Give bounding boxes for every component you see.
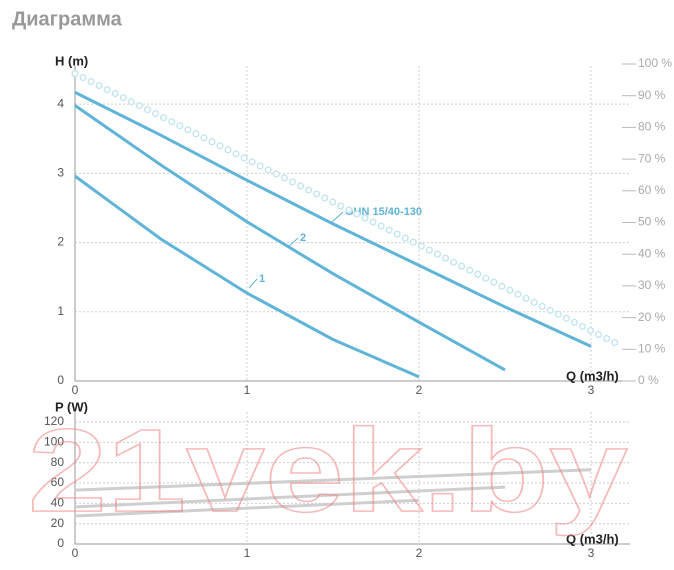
y-tick-label: 100 bbox=[44, 435, 64, 449]
y2-tick-label: 30 % bbox=[638, 278, 666, 292]
x-tick-label: 0 bbox=[72, 546, 79, 560]
curve bbox=[74, 498, 420, 518]
y-tick-label: 0 bbox=[57, 373, 64, 387]
y-tick-label: 4 bbox=[57, 96, 64, 110]
x-tick-label: 0 bbox=[72, 383, 79, 397]
y-tick-label: 1 bbox=[57, 304, 64, 318]
y-tick-label: 40 bbox=[51, 496, 65, 510]
curve-label: 2 bbox=[300, 232, 306, 244]
y-tick-label: 2 bbox=[57, 235, 64, 249]
y-axis-label: H (m) bbox=[55, 53, 88, 68]
curve bbox=[74, 174, 420, 379]
x-tick-label: 1 bbox=[244, 383, 251, 397]
y2-tick-label: 40 % bbox=[638, 246, 666, 260]
y2-tick-label: 50 % bbox=[638, 215, 666, 229]
x-tick-label: 2 bbox=[416, 383, 423, 397]
leader bbox=[287, 237, 299, 248]
page-title: Диаграмма bbox=[12, 8, 123, 30]
y2-tick-label: 80 % bbox=[638, 120, 666, 134]
curve bbox=[74, 91, 592, 348]
y-tick-label: 120 bbox=[44, 414, 64, 428]
y2-tick-label: 60 % bbox=[638, 183, 666, 197]
y2-tick-label: 20 % bbox=[638, 310, 666, 324]
y2-tick-label: 70 % bbox=[638, 151, 666, 165]
y2-tick-label: 90 % bbox=[638, 88, 666, 102]
curve-label: 1 bbox=[259, 273, 265, 285]
y2-tick-label: 10 % bbox=[638, 341, 666, 355]
curve bbox=[74, 485, 506, 509]
leader bbox=[331, 211, 344, 223]
y-tick-label: 80 bbox=[51, 455, 65, 469]
watermark: 21vek.by bbox=[28, 405, 628, 537]
x-axis-label: Q (m3/h) bbox=[566, 531, 619, 546]
y2-tick-label: 100 % bbox=[638, 56, 672, 70]
x-tick-label: 1 bbox=[244, 546, 251, 560]
x-axis-label: Q (m3/h) bbox=[566, 368, 619, 383]
x-tick-label: 3 bbox=[588, 546, 595, 560]
y-axis-label: P (W) bbox=[55, 399, 88, 414]
y-tick-label: 3 bbox=[57, 166, 64, 180]
y2-tick-label: 0 % bbox=[638, 373, 659, 387]
y-tick-label: 60 bbox=[51, 475, 65, 489]
leader bbox=[248, 278, 258, 289]
x-tick-label: 2 bbox=[416, 546, 423, 560]
curve bbox=[74, 468, 592, 492]
curve bbox=[74, 104, 506, 372]
y-tick-label: 0 bbox=[57, 536, 64, 550]
y-tick-label: 20 bbox=[51, 516, 65, 530]
efficiency-line-inner bbox=[72, 71, 625, 349]
x-tick-label: 3 bbox=[588, 383, 595, 397]
